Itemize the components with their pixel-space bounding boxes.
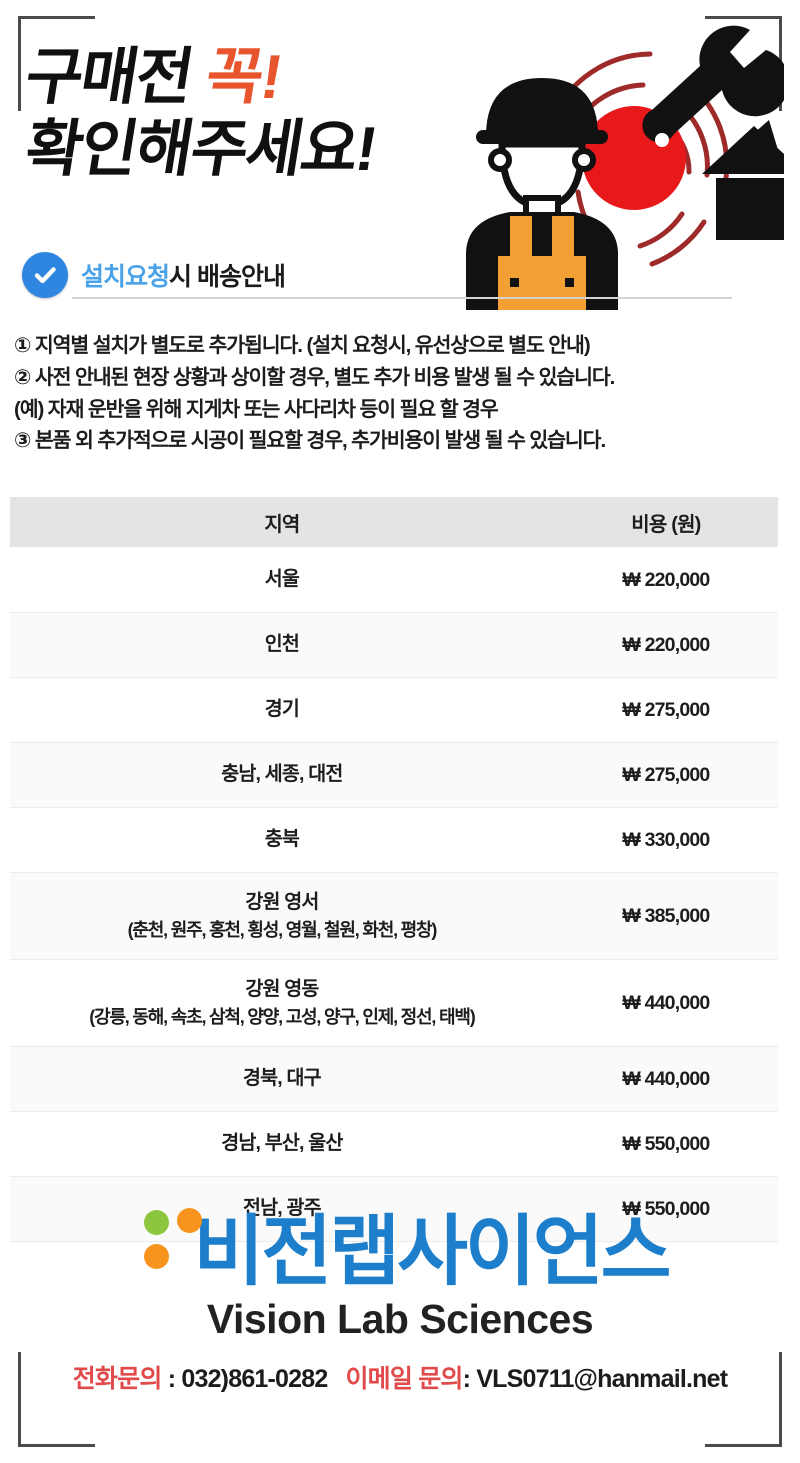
cell-cost: ₩ 440,000 bbox=[622, 991, 710, 1014]
cell-cost: ₩ 385,000 bbox=[622, 904, 710, 927]
logo-dot-orange-top-icon bbox=[176, 1208, 202, 1233]
logo-korean-text: 비전랩사이언스 bbox=[193, 1208, 672, 1295]
headline-accent-text: 꼭! bbox=[200, 43, 286, 112]
email-value: VLS0711@hanmail.net bbox=[476, 1365, 728, 1393]
email-separator: : bbox=[462, 1365, 477, 1393]
page-header: 구매전 꼭! 확인해주세요! bbox=[0, 0, 800, 312]
logo-dot-green-icon bbox=[143, 1210, 169, 1235]
hero-illustration bbox=[454, 10, 790, 312]
house-icon bbox=[702, 120, 784, 240]
headline-block: 구매전 꼭! 확인해주세요! bbox=[21, 43, 496, 184]
contact-line: 전화문의 : 032)861-0282 이메일 문의: VLS0711@hanma… bbox=[0, 1359, 800, 1395]
page-footer: 비전랩사이언스 Vision Lab Sciences 전화문의 : 032)8… bbox=[0, 1198, 800, 1395]
notice-item: ① 지역별 설치가 별도로 추가됩니다. (설치 요청시, 유선상으로 별도 안… bbox=[14, 334, 591, 357]
cell-region: 충북 bbox=[264, 828, 300, 851]
phone-label: 전화문의 bbox=[72, 1365, 163, 1393]
table-row: 경남, 부산, 울산 ₩ 550,000 bbox=[10, 1111, 778, 1177]
subtitle-divider bbox=[72, 297, 732, 299]
table-row: 전남, 광주 ₩ 550,000 bbox=[10, 1176, 778, 1242]
table-row: 인천 ₩ 220,000 bbox=[10, 612, 778, 678]
logo-dots-icon bbox=[132, 1198, 202, 1290]
cell-region: 경남, 부산, 울산 bbox=[221, 1132, 343, 1155]
cell-region: 충남, 세종, 대전 bbox=[221, 763, 343, 786]
cell-region: 경북, 대구 bbox=[243, 1067, 322, 1090]
phone-value: 032)861-0282 bbox=[181, 1365, 328, 1393]
table-header-row: 지역 비용 (원) bbox=[10, 497, 778, 548]
column-header-cost: 비용 (원) bbox=[553, 497, 778, 548]
email-label: 이메일 문의 bbox=[345, 1365, 463, 1393]
table-row: 강원 영서 (춘천, 원주, 홍천, 횡성, 영월, 철원, 화천, 평창) ₩… bbox=[10, 872, 778, 960]
cell-region: 서울 bbox=[264, 568, 300, 591]
logo-dot-orange-bottom-icon bbox=[143, 1244, 169, 1269]
cell-region-detail: (강릉, 동해, 속초, 삼척, 양양, 고성, 양구, 인제, 정선, 태백) bbox=[89, 1006, 475, 1027]
installation-fee-table: 지역 비용 (원) 서울 ₩ 220,000 인천 ₩ 220,000 bbox=[10, 497, 778, 1242]
cell-region-detail: (춘천, 원주, 홍천, 횡성, 영월, 철원, 화천, 평창) bbox=[127, 919, 438, 940]
subtitle-highlight: 설치요청 bbox=[81, 263, 170, 291]
subtitle-rest: 시 배송안내 bbox=[169, 263, 286, 291]
cell-cost: ₩ 440,000 bbox=[622, 1067, 710, 1090]
cell-cost: ₩ 275,000 bbox=[622, 698, 710, 721]
phone-separator: : bbox=[161, 1365, 182, 1393]
subtitle-text: 설치요청시 배송안내 bbox=[81, 257, 286, 293]
table-row: 충남, 세종, 대전 ₩ 275,000 bbox=[10, 742, 778, 808]
cell-region: 전남, 광주 bbox=[243, 1197, 322, 1220]
cell-cost: ₩ 550,000 bbox=[622, 1132, 710, 1155]
logo-english-text: Vision Lab Sciences bbox=[206, 1296, 594, 1342]
company-logo: 비전랩사이언스 bbox=[0, 1198, 800, 1290]
table-row: 강원 영동 (강릉, 동해, 속초, 삼척, 양양, 고성, 양구, 인제, 정… bbox=[10, 959, 778, 1047]
headline-line-1: 구매전 꼭! bbox=[20, 43, 501, 112]
hero-illustration-svg bbox=[466, 25, 790, 312]
cell-region: 강원 영동 (강릉, 동해, 속초, 삼척, 양양, 고성, 양구, 인제, 정… bbox=[10, 960, 554, 1047]
notice-item: (예) 자재 운반을 위해 지게차 또는 사다리차 등이 필요 할 경우 bbox=[14, 397, 499, 421]
table-row: 서울 ₩ 220,000 bbox=[10, 547, 778, 613]
headline-line-2: 확인해주세요! bbox=[20, 114, 381, 184]
cell-cost: ₩ 220,000 bbox=[622, 568, 710, 591]
cell-cost: ₩ 330,000 bbox=[622, 828, 710, 851]
column-header-region: 지역 bbox=[10, 497, 554, 548]
construction-worker-icon bbox=[466, 78, 618, 312]
cell-region: 경기 bbox=[264, 698, 300, 721]
table-body: 서울 ₩ 220,000 인천 ₩ 220,000 경기 ₩ 2 bbox=[10, 547, 778, 1242]
subtitle-row: 설치요청시 배송안내 bbox=[22, 252, 286, 298]
cell-cost: ₩ 275,000 bbox=[622, 763, 710, 786]
headline-black-text: 구매전 bbox=[20, 43, 197, 112]
table-row: 충북 ₩ 330,000 bbox=[10, 807, 778, 873]
notice-list: ① 지역별 설치가 별도로 추가됩니다. (설치 요청시, 유선상으로 별도 안… bbox=[14, 330, 789, 457]
table-row: 경북, 대구 ₩ 440,000 bbox=[10, 1046, 778, 1112]
wrench-icon bbox=[642, 25, 790, 147]
table-row: 경기 ₩ 275,000 bbox=[10, 677, 778, 743]
table-header: 지역 비용 (원) bbox=[10, 497, 778, 548]
cell-cost: ₩ 220,000 bbox=[622, 633, 710, 656]
cell-region: 강원 영서 (춘천, 원주, 홍천, 횡성, 영월, 철원, 화천, 평창) bbox=[10, 873, 554, 960]
notice-item: ② 사전 안내된 현장 상황과 상이할 경우, 별도 추가 비용 발생 될 수 … bbox=[14, 365, 615, 389]
notice-item: ③ 본품 외 추가적으로 시공이 필요할 경우, 추가비용이 발생 될 수 있습… bbox=[14, 429, 606, 453]
check-icon bbox=[22, 252, 68, 298]
cell-cost: ₩ 550,000 bbox=[622, 1197, 710, 1220]
cell-region: 인천 bbox=[264, 633, 300, 656]
